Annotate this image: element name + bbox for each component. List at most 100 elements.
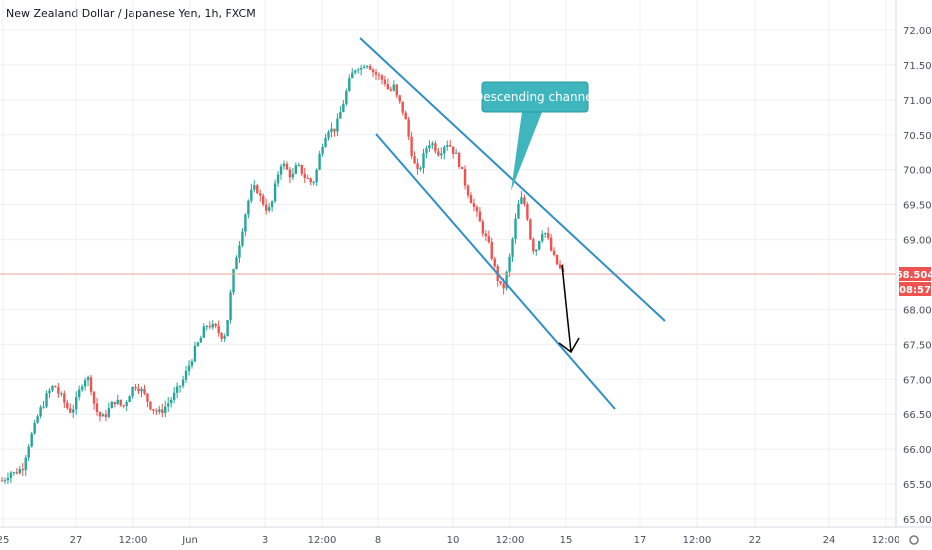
candle-body (481, 221, 485, 234)
candle-body (184, 370, 188, 380)
candle-body (95, 403, 99, 413)
countdown-value: 08:57 (899, 285, 931, 296)
candle-body (262, 195, 265, 205)
y-tick-label: 65.000 (903, 515, 932, 526)
candle-body (193, 345, 197, 362)
candle-body (175, 386, 179, 393)
candle-body (383, 79, 387, 84)
y-tick-label: 71.000 (903, 96, 932, 107)
x-tick-label: 27 (70, 535, 83, 546)
candle-body (549, 237, 553, 251)
candle-body (270, 201, 274, 208)
candle-body (389, 89, 393, 91)
candle-body (202, 326, 206, 338)
candle-body (131, 386, 134, 397)
candle-body (42, 406, 45, 408)
candle-body (300, 164, 303, 174)
gear-icon[interactable] (899, 532, 929, 548)
candle-body (63, 393, 66, 403)
candle-body (362, 66, 366, 69)
candle-body (39, 407, 42, 417)
channel-lower-line[interactable] (375, 133, 616, 410)
candle-body (374, 72, 378, 75)
candle-body (454, 152, 458, 154)
candle-body (119, 399, 122, 406)
candle-body (223, 336, 226, 339)
candle-body (45, 393, 48, 407)
x-tick-label: 12:00 (496, 535, 525, 546)
y-tick-label: 69.500 (903, 201, 932, 212)
candle-body (125, 402, 128, 407)
candle-body (220, 333, 223, 339)
candle-body (66, 402, 69, 409)
candle-body (30, 433, 33, 447)
candle-body (457, 152, 461, 167)
candle-body (398, 95, 401, 102)
chart-title: New Zealand Dollar / Japanese Yen, 1h, F… (6, 7, 256, 20)
candle-body (98, 412, 102, 417)
x-tick-label: 10 (447, 535, 460, 546)
candle-body (520, 197, 523, 204)
candle-body (419, 168, 422, 170)
projection-arrow[interactable] (558, 264, 580, 354)
x-tick-label: 8 (375, 535, 381, 546)
candle-body (211, 323, 214, 328)
candle-body (321, 146, 324, 154)
candle-body (226, 320, 229, 337)
candle-body (377, 74, 381, 76)
candle-body (161, 409, 164, 414)
candle-body (15, 472, 19, 474)
candle-body (279, 166, 283, 175)
candle-body (297, 164, 301, 166)
candle-body (92, 391, 96, 404)
candle-body (294, 165, 298, 174)
candle-body (285, 163, 289, 170)
candle-body (169, 399, 173, 404)
candle-body (181, 379, 185, 386)
candle-body (463, 168, 467, 186)
candle-body (24, 457, 27, 471)
candle-body (235, 257, 238, 270)
candle-body (291, 173, 295, 178)
candle-body (395, 84, 398, 96)
candle-body (407, 119, 410, 137)
candle-body (532, 239, 535, 252)
candle-body (238, 245, 241, 258)
candle-body (256, 185, 259, 194)
x-tick-label: 3 (262, 535, 268, 546)
candle-body (475, 206, 479, 212)
candle-body (217, 326, 220, 334)
candle-body (318, 153, 321, 170)
candle-body (110, 401, 114, 409)
candle-body (107, 408, 111, 417)
candle-body (472, 203, 476, 207)
candle-body (460, 166, 464, 169)
y-tick-label: 72.000 (903, 26, 932, 37)
candle-body (416, 163, 419, 169)
candle-body (484, 233, 488, 237)
candle-body (451, 146, 455, 154)
candle-body (443, 146, 446, 154)
x-tick-label: 12:00 (872, 535, 901, 546)
y-tick-label: 67.500 (903, 340, 932, 351)
candle-body (324, 137, 327, 147)
candle-body (232, 269, 235, 293)
candle-body (558, 264, 562, 269)
descending-channel-callout[interactable]: Descending channel (474, 81, 596, 191)
channel-upper-line[interactable] (359, 37, 666, 322)
candle-body (478, 211, 482, 222)
candle-body (469, 195, 473, 204)
candle-body (149, 401, 152, 410)
candle-body (21, 469, 24, 471)
candle-body (422, 153, 425, 169)
candle-body (312, 182, 315, 184)
candle-body (413, 156, 416, 164)
candle-body (77, 389, 81, 398)
candle-body (196, 342, 200, 346)
candle-body (155, 410, 158, 412)
candle-body (359, 68, 363, 70)
candle-body (199, 337, 203, 343)
candle-body (86, 377, 90, 381)
candle-body (356, 69, 360, 71)
